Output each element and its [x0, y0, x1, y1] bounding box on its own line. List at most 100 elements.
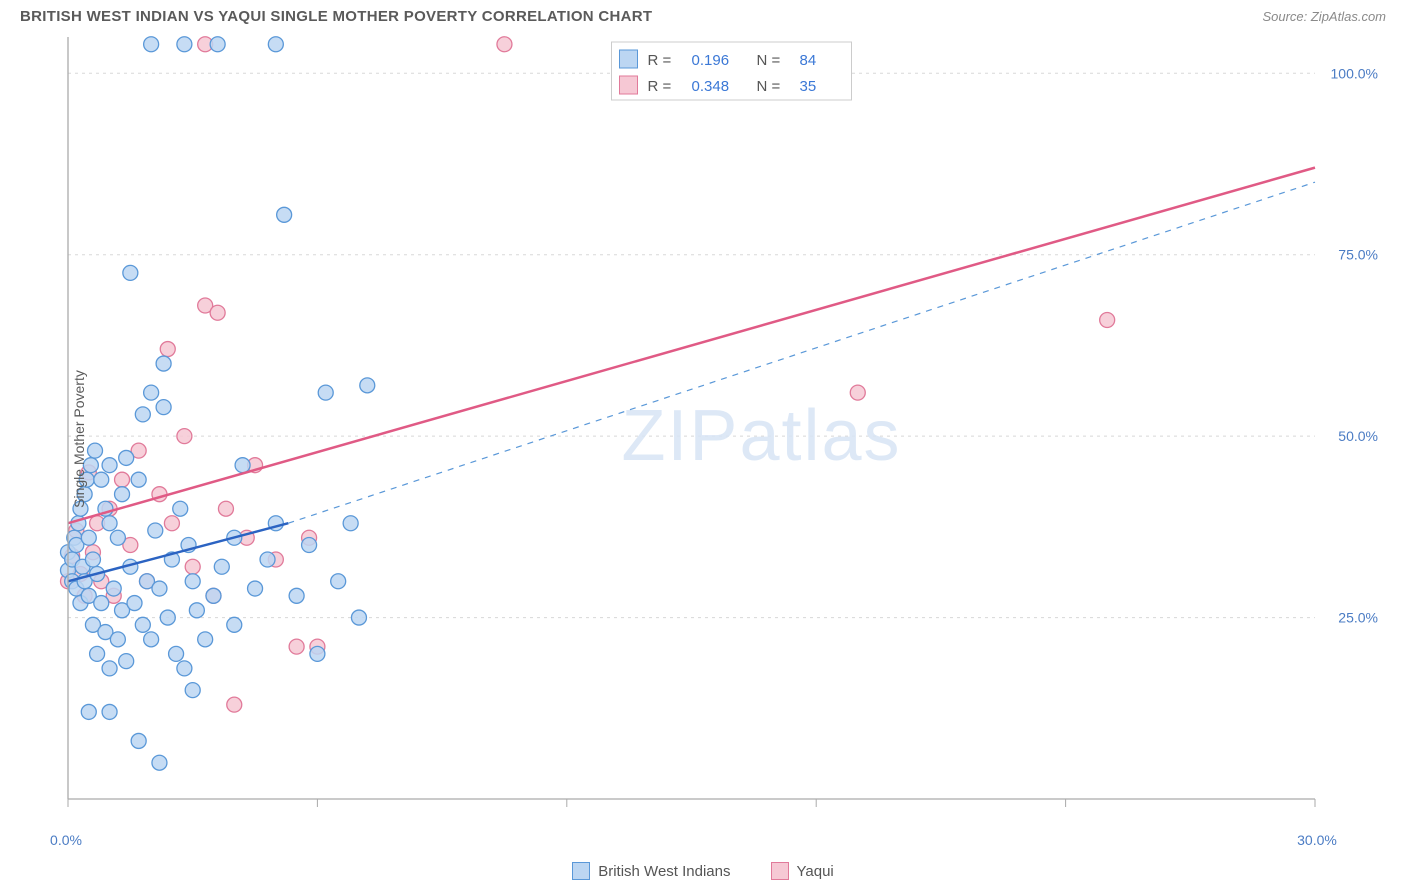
chart-source: Source: ZipAtlas.com — [1262, 9, 1386, 24]
y-tick-label: 75.0% — [1338, 247, 1378, 263]
scatter-point — [156, 400, 171, 415]
watermark: ZIPatlas — [621, 396, 901, 476]
y-tick-label: 100.0% — [1331, 65, 1378, 81]
legend-item-yaqui: Yaqui — [771, 862, 834, 880]
stats-swatch — [620, 76, 638, 94]
scatter-point — [144, 37, 159, 52]
scatter-point — [850, 385, 865, 400]
scatter-point — [198, 632, 213, 647]
y-axis-label: Single Mother Poverty — [71, 370, 87, 508]
chart-header: BRITISH WEST INDIAN VS YAQUI SINGLE MOTH… — [0, 0, 1406, 29]
scatter-point — [185, 683, 200, 698]
scatter-point — [135, 617, 150, 632]
stats-r-value: 0.196 — [692, 52, 730, 69]
stats-r-value: 0.348 — [692, 78, 730, 95]
scatter-point — [127, 596, 142, 611]
x-tick-label: 0.0% — [50, 832, 82, 848]
scatter-point — [102, 516, 117, 531]
scatter-point — [102, 704, 117, 719]
scatter-point — [102, 661, 117, 676]
scatter-point — [85, 552, 100, 567]
stats-swatch — [620, 50, 638, 68]
scatter-point — [331, 574, 346, 589]
legend-item-bwi: British West Indians — [572, 862, 730, 880]
scatter-point — [497, 37, 512, 52]
scatter-point — [119, 654, 134, 669]
scatter-point — [360, 378, 375, 393]
legend-bottom: British West Indians Yaqui — [0, 862, 1406, 880]
scatter-point — [268, 37, 283, 52]
scatter-point — [310, 646, 325, 661]
scatter-point — [210, 305, 225, 320]
scatter-point — [343, 516, 358, 531]
scatter-point — [90, 646, 105, 661]
stats-n-value: 35 — [800, 78, 817, 95]
scatter-point — [94, 472, 109, 487]
scatter-point — [185, 559, 200, 574]
scatter-point — [177, 661, 192, 676]
scatter-point — [110, 632, 125, 647]
stats-r-label: R = — [648, 52, 672, 69]
scatter-point — [81, 530, 96, 545]
scatter-point — [110, 530, 125, 545]
scatter-point — [131, 733, 146, 748]
scatter-point — [289, 588, 304, 603]
scatter-point — [148, 523, 163, 538]
scatter-point — [115, 487, 130, 502]
scatter-point — [218, 501, 233, 516]
scatter-point — [152, 755, 167, 770]
scatter-point — [160, 342, 175, 357]
scatter-point — [135, 407, 150, 422]
scatter-point — [227, 617, 242, 632]
legend-swatch-blue — [572, 862, 590, 880]
scatter-point — [102, 458, 117, 473]
legend-label-yaqui: Yaqui — [797, 863, 834, 880]
scatter-point — [248, 581, 263, 596]
scatter-point — [177, 429, 192, 444]
stats-box: R = 0.196 N = 84 R = 0.348 N = 35 — [612, 42, 852, 100]
chart-area: Single Mother Poverty 25.0% 50.0% 75.0% 100… — [20, 29, 1386, 849]
x-tick-label: 30.0% — [1297, 832, 1337, 848]
scatter-point — [94, 596, 109, 611]
scatter-point — [106, 581, 121, 596]
scatter-point — [152, 581, 167, 596]
series-blue — [61, 37, 375, 770]
scatter-point — [189, 603, 204, 618]
scatter-point — [351, 610, 366, 625]
stats-n-label: N = — [757, 52, 781, 69]
scatter-point — [119, 450, 134, 465]
scatter-point — [318, 385, 333, 400]
scatter-point — [160, 610, 175, 625]
chart-title: BRITISH WEST INDIAN VS YAQUI SINGLE MOTH… — [20, 8, 652, 25]
scatter-point — [1100, 313, 1115, 328]
stats-n-value: 84 — [800, 52, 817, 69]
y-tick-label: 50.0% — [1338, 428, 1378, 444]
y-tick-label: 25.0% — [1338, 610, 1378, 626]
scatter-point — [289, 639, 304, 654]
scatter-point — [260, 552, 275, 567]
scatter-point — [277, 207, 292, 222]
scatter-point — [227, 697, 242, 712]
stats-r-label: R = — [648, 78, 672, 95]
stats-n-label: N = — [757, 78, 781, 95]
scatter-point — [144, 632, 159, 647]
scatter-point — [206, 588, 221, 603]
scatter-point — [185, 574, 200, 589]
scatter-point — [302, 538, 317, 553]
scatter-point — [164, 516, 179, 531]
scatter-point — [115, 472, 130, 487]
scatter-point — [156, 356, 171, 371]
scatter-point — [177, 37, 192, 52]
scatter-point — [235, 458, 250, 473]
scatter-point — [144, 385, 159, 400]
scatter-point — [210, 37, 225, 52]
svg-text:ZIPatlas: ZIPatlas — [621, 396, 901, 476]
scatter-point — [173, 501, 188, 516]
scatter-chart: 25.0% 50.0% 75.0% 100.0% ZIPatlas 0.0% 30.0% R … — [20, 29, 1386, 849]
scatter-point — [169, 646, 184, 661]
scatter-point — [214, 559, 229, 574]
scatter-point — [88, 443, 103, 458]
scatter-point — [131, 472, 146, 487]
legend-label-bwi: British West Indians — [598, 863, 730, 880]
scatter-point — [123, 265, 138, 280]
